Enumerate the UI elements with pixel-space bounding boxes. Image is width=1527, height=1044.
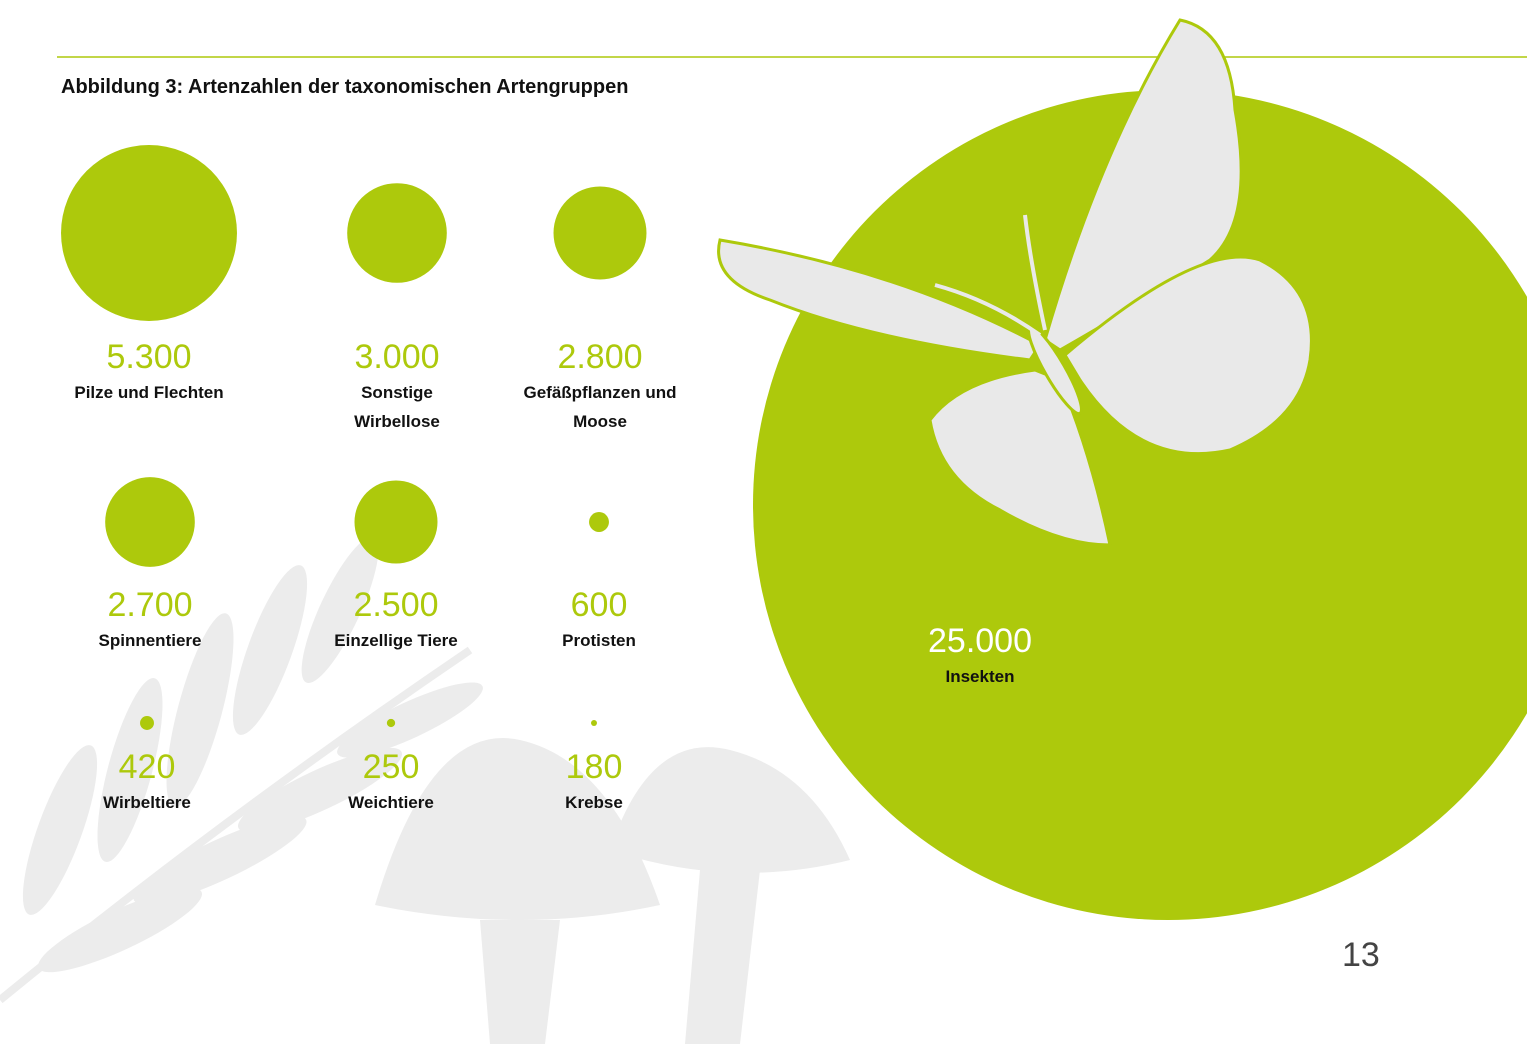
category-label: Insekten xyxy=(900,662,1060,691)
bubble xyxy=(105,477,195,567)
category-label: Einzellige Tiere xyxy=(316,626,476,655)
value-label: 5.300 xyxy=(49,339,249,375)
category-label: Spinnentiere xyxy=(70,626,230,655)
category-label: Krebse xyxy=(514,788,674,817)
value-label: 25.000 xyxy=(880,623,1080,659)
value-label: 420 xyxy=(47,749,247,785)
chart xyxy=(0,0,1527,1044)
page: Abbildung 3: Artenzahlen der taxonomisch… xyxy=(0,0,1527,1044)
bubble xyxy=(387,719,395,727)
page-number: 13 xyxy=(1342,936,1380,975)
value-label: 2.700 xyxy=(50,587,250,623)
value-label: 180 xyxy=(494,749,694,785)
value-label: 2.500 xyxy=(296,587,496,623)
category-label: Protisten xyxy=(519,626,679,655)
value-label: 2.800 xyxy=(500,339,700,375)
value-label: 600 xyxy=(499,587,699,623)
bubble xyxy=(140,716,154,730)
chart-title: Abbildung 3: Artenzahlen der taxonomisch… xyxy=(61,76,628,99)
category-label: Gefäßpflanzen und Moose xyxy=(520,378,680,436)
bubble xyxy=(347,183,447,283)
bubble xyxy=(554,187,647,280)
value-label: 250 xyxy=(291,749,491,785)
category-label: Sonstige Wirbellose xyxy=(317,378,477,436)
category-label: Weichtiere xyxy=(311,788,471,817)
category-label: Pilze und Flechten xyxy=(69,378,229,407)
bubble xyxy=(355,481,438,564)
value-label: 3.000 xyxy=(297,339,497,375)
category-label: Wirbeltiere xyxy=(67,788,227,817)
bubble xyxy=(591,720,597,726)
bubble xyxy=(589,512,609,532)
bubble xyxy=(61,145,237,321)
